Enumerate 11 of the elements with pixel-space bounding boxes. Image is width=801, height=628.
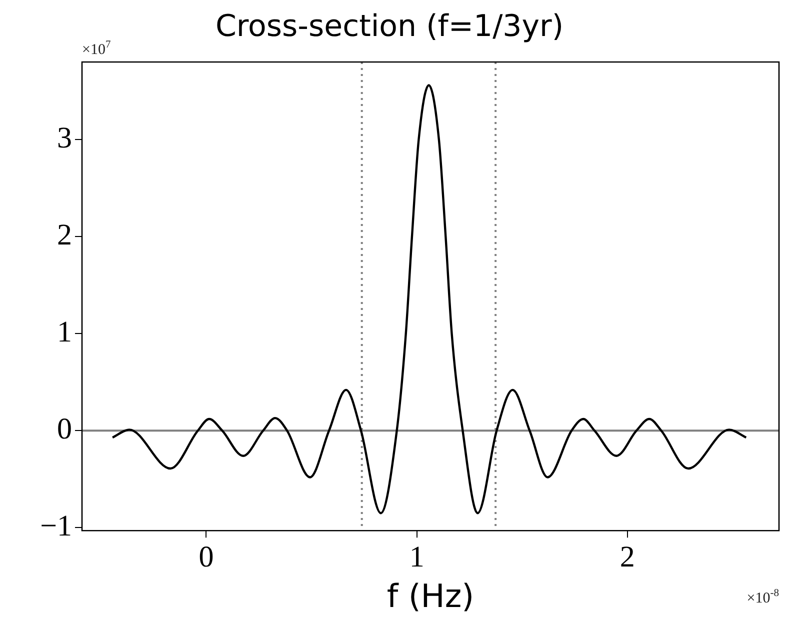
x-tick-label: 1 — [409, 540, 424, 574]
y-tick-label: 1 — [57, 316, 72, 349]
x-axis-title: f (Hz) — [386, 577, 474, 616]
y-tick-label: −1 — [40, 510, 72, 543]
chart-title: Cross-section (f=1/3yr) — [215, 8, 564, 44]
y-tick-label: 2 — [57, 218, 72, 252]
x-tick-label: 0 — [198, 540, 214, 574]
y-tick-label: 3 — [57, 121, 72, 154]
y-tick-label: 0 — [57, 412, 72, 446]
x-tick-label: 2 — [620, 540, 635, 574]
line-series — [111, 84, 748, 514]
